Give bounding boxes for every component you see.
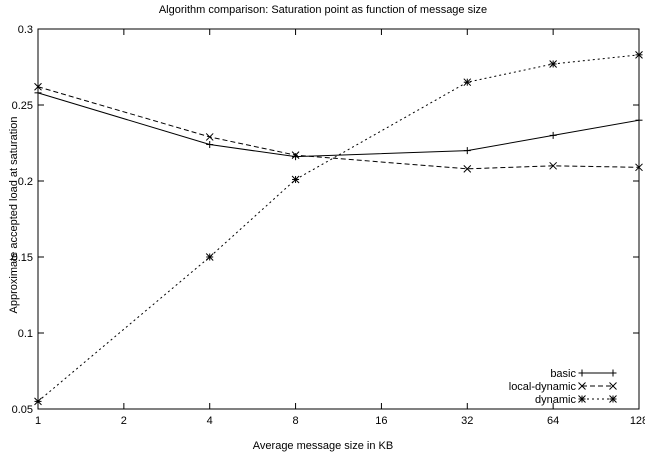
data-point-marker: [206, 141, 214, 149]
x-tick-label: 1: [35, 415, 41, 427]
series-line-dynamic: [37, 54, 640, 402]
y-tick-label: 0.1: [18, 328, 33, 340]
legend-item-basic: basic: [550, 368, 617, 380]
legend-item-dynamic: dynamic: [535, 394, 617, 406]
chart-title: Algorithm comparison: Saturation point a…: [159, 4, 487, 16]
legend-item-local-dynamic: local-dynamic: [509, 381, 617, 393]
y-tick-label: 0.3: [18, 24, 33, 36]
data-point-marker: [292, 153, 300, 161]
data-point-marker: [34, 397, 42, 406]
data-point-marker: [609, 369, 617, 377]
data-point-marker: [463, 164, 472, 173]
data-point-marker: [549, 60, 557, 68]
data-point-marker: [635, 50, 643, 59]
series-line-basic: [37, 92, 640, 158]
data-point-marker: [635, 116, 643, 124]
x-tick-label: 4: [207, 415, 213, 427]
y-tick-label: 0.05: [12, 404, 33, 416]
x-tick-label: 8: [293, 415, 299, 427]
data-point-marker: [578, 369, 586, 377]
data-point-marker: [549, 131, 557, 139]
y-axis-title: Approximate accepted load at saturation: [8, 117, 20, 314]
y-tick-label: 0.25: [12, 100, 33, 112]
data-point-marker: [291, 151, 300, 160]
legend-label: local-dynamic: [509, 381, 577, 393]
data-point-marker: [205, 253, 214, 261]
data-point-marker: [205, 133, 214, 141]
data-point-marker: [578, 395, 586, 403]
data-point-marker: [549, 161, 557, 170]
data-point-marker: [291, 175, 300, 184]
x-tick-label: 32: [461, 415, 473, 427]
series-local-dynamic: [34, 82, 643, 173]
data-point-marker: [34, 89, 42, 97]
series-basic: [34, 89, 643, 161]
data-point-marker: [463, 78, 472, 87]
data-point-marker: [463, 147, 471, 155]
x-tick-label: 128: [630, 415, 645, 427]
x-tick-label: 64: [547, 415, 559, 427]
data-point-marker: [578, 382, 586, 390]
series-dynamic: [34, 50, 643, 406]
axis-ticks: 1 2 4 8 16 32 64 128 0.05 0.1 0.15 0.2 0.25 0.3: [12, 24, 645, 427]
x-tick-label: 16: [375, 415, 387, 427]
y-tick-label: 0.15: [12, 252, 33, 264]
data-point-marker: [609, 382, 617, 390]
data-point-marker: [635, 163, 643, 172]
x-axis-title: Average message size in KB: [253, 440, 393, 452]
y-tick-label: 0.2: [18, 176, 33, 188]
x-tick-label: 2: [121, 415, 127, 427]
series-layer: [34, 50, 643, 406]
data-point-marker: [34, 82, 42, 91]
series-line-local-dynamic: [37, 86, 640, 170]
data-point-marker: [609, 395, 617, 403]
plot-frame: [37, 28, 640, 410]
legend-label: basic: [550, 368, 576, 380]
legend-label: dynamic: [535, 394, 576, 406]
